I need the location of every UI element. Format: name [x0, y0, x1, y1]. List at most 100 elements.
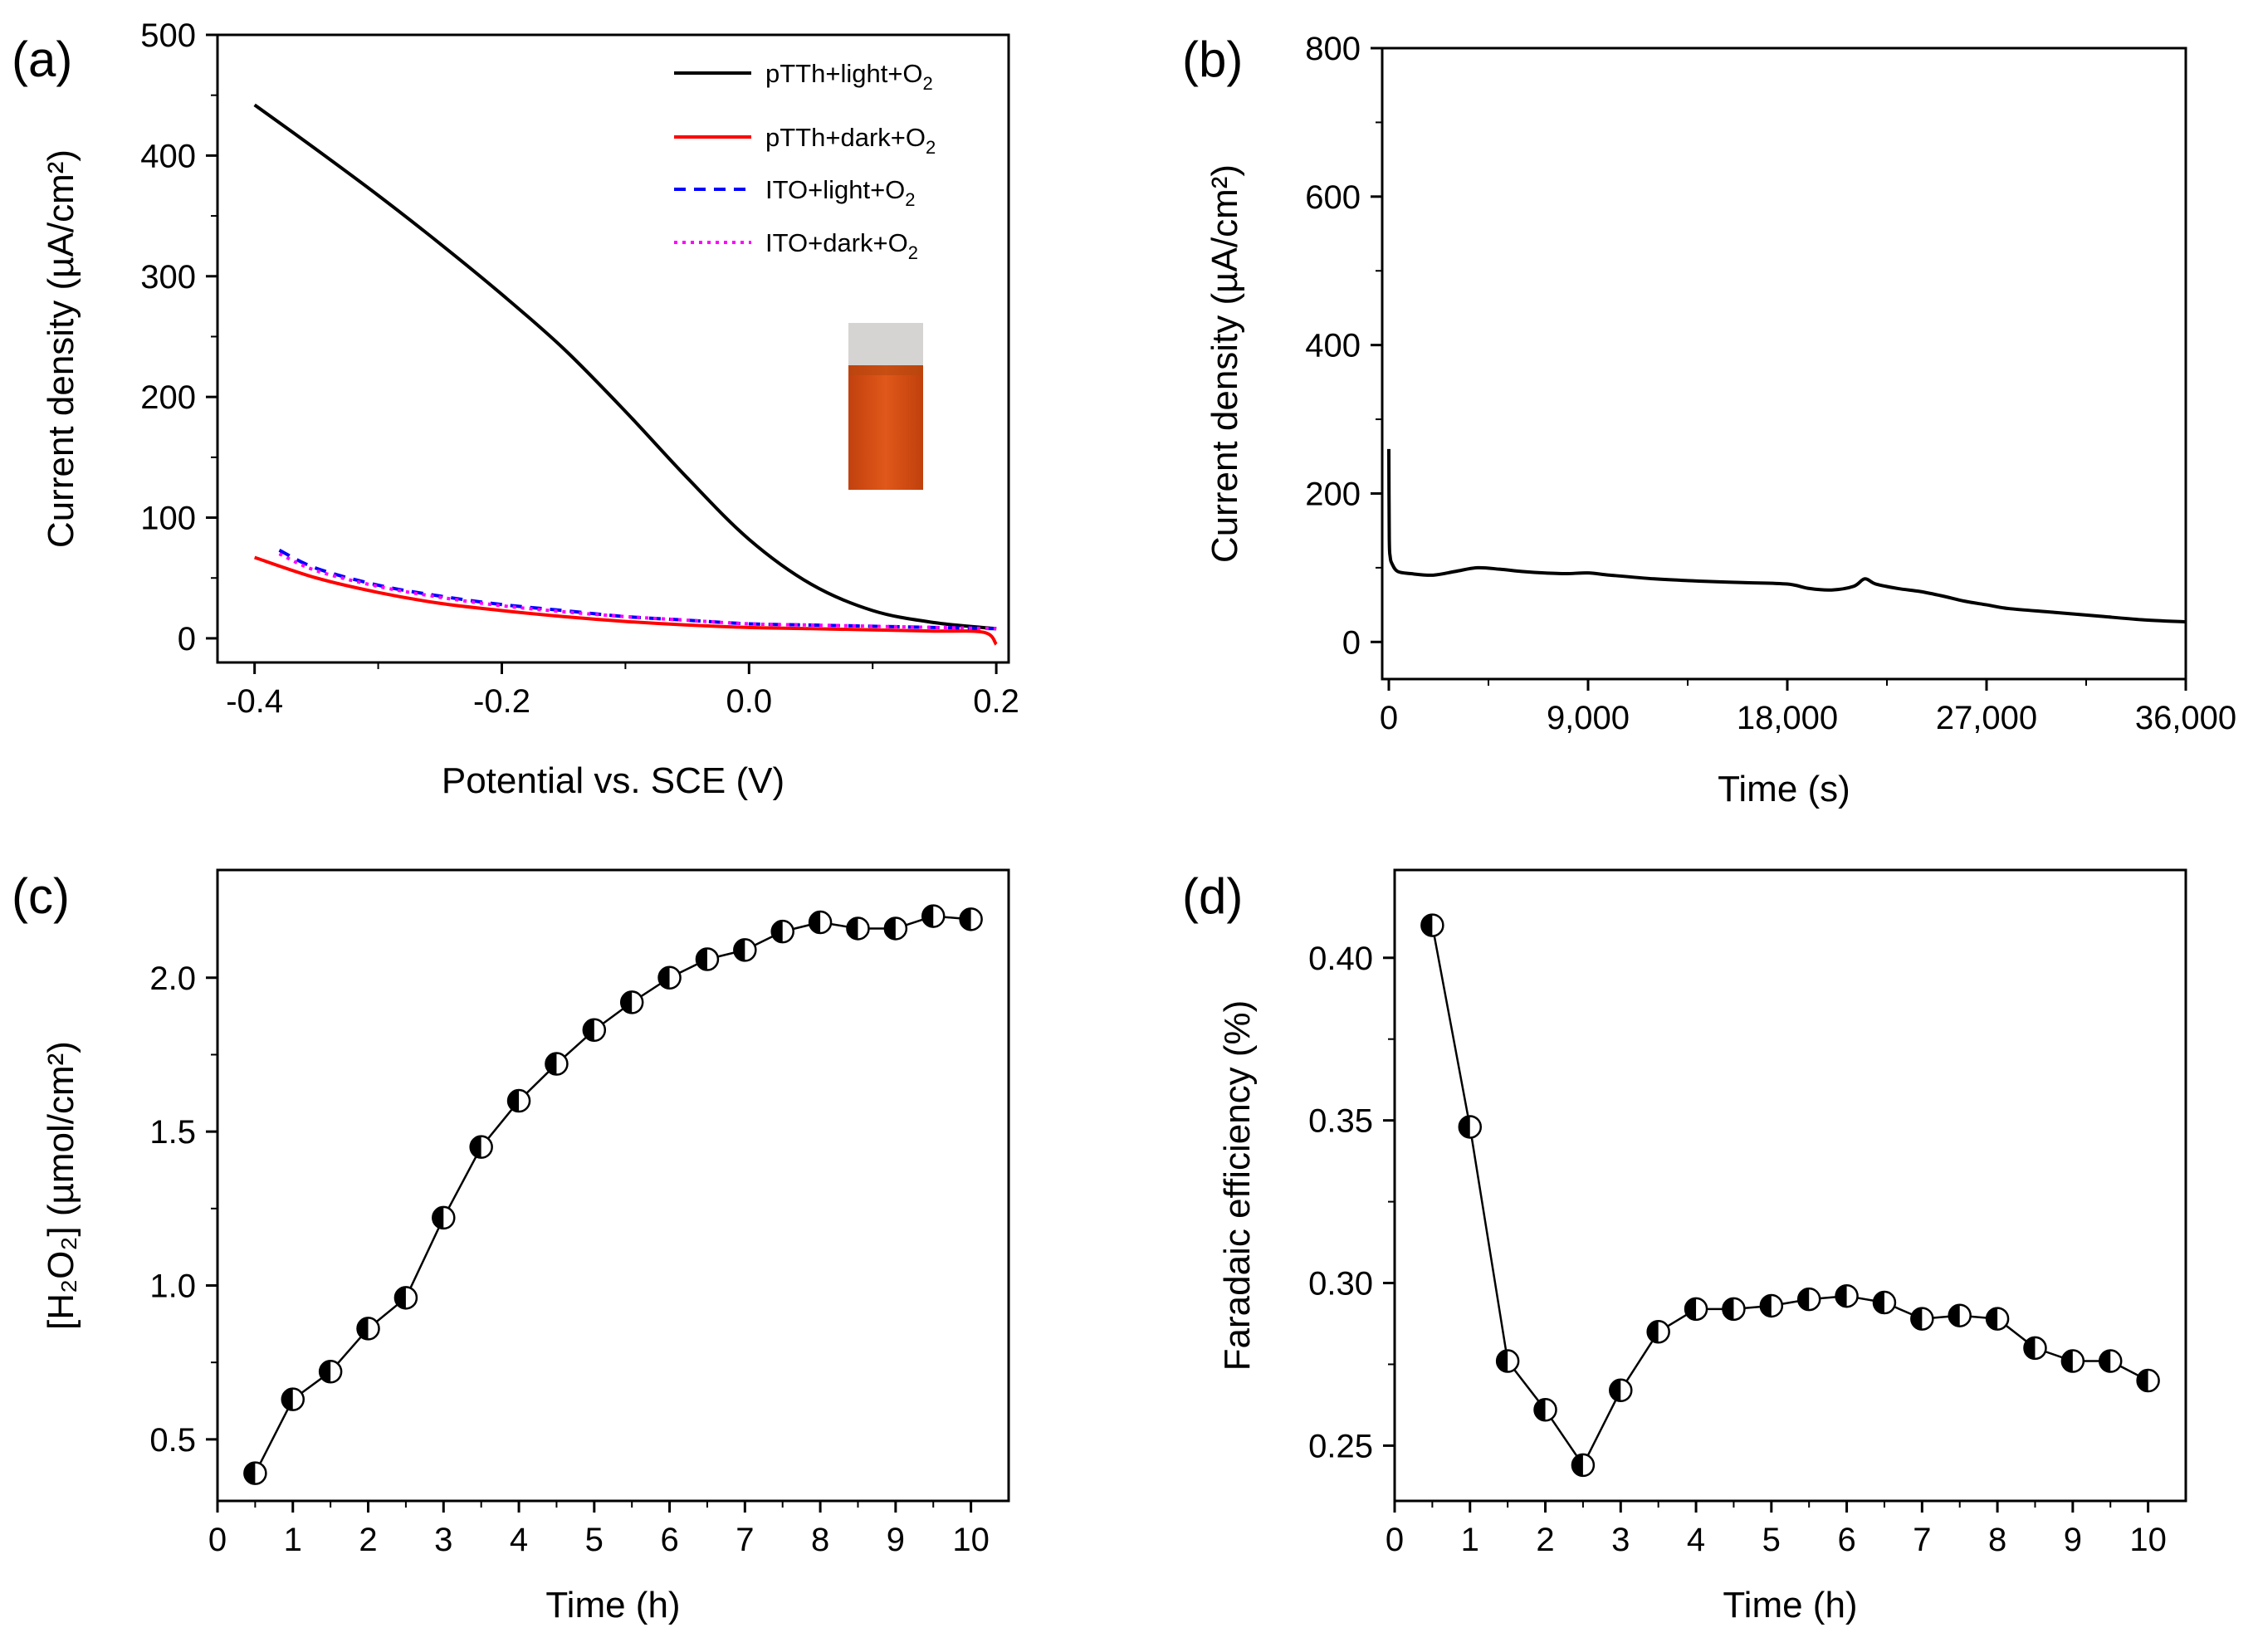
y-tick-label: 0.40	[1308, 941, 1373, 977]
data-point-half	[884, 917, 896, 940]
data-point	[1872, 1290, 1897, 1315]
data-point-half	[281, 1388, 293, 1410]
x-tick-label: 9,000	[1547, 700, 1630, 736]
data-point	[318, 1360, 343, 1384]
data-point-half	[1459, 1116, 1470, 1138]
data-point	[2060, 1349, 2085, 1373]
x-axis-title: Potential vs. SCE (V)	[442, 760, 784, 801]
data-point	[1495, 1349, 1520, 1373]
data-point	[846, 916, 870, 941]
data-point-half	[244, 1462, 256, 1484]
y-tick-label: 500	[140, 17, 196, 54]
data-point	[695, 947, 720, 971]
x-tick-label: 5	[585, 1522, 604, 1558]
data-point	[1684, 1297, 1708, 1322]
data-point-half	[847, 917, 858, 940]
y-tick-label: 0	[1342, 624, 1361, 661]
y-tick-label: 400	[140, 138, 196, 174]
data-point-half	[2137, 1370, 2148, 1392]
plot-area	[1431, 925, 2149, 1467]
panel-letter: (a)	[12, 32, 72, 87]
x-tick-label: 10	[2129, 1522, 2167, 1558]
data-point-half	[508, 1090, 520, 1112]
series-line-0	[253, 103, 997, 631]
data-point-half	[1911, 1307, 1923, 1330]
data-point	[733, 938, 757, 962]
x-tick-label: 7	[736, 1522, 754, 1558]
y-tick-label: 200	[1305, 476, 1361, 512]
x-tick-label: 4	[1687, 1522, 1705, 1558]
x-tick-label: 2	[1536, 1522, 1554, 1558]
data-point	[619, 990, 644, 1014]
data-point	[2136, 1368, 2160, 1393]
data-point	[243, 1461, 267, 1485]
legend-label-2: ITO+light+O2	[765, 175, 916, 210]
data-point-half	[470, 1136, 481, 1158]
panel-a: -0.4 -0.2 0.0 0.2 0 100 200 300 400 500 (a) Potenti…	[12, 17, 1019, 801]
data-point	[469, 1135, 493, 1159]
panel-letter: (b)	[1182, 32, 1243, 87]
x-tick-label: 6	[660, 1522, 678, 1558]
panel-letter: (c)	[12, 868, 70, 924]
y-tick-label: 1.5	[149, 1114, 196, 1151]
data-point	[1948, 1303, 1972, 1327]
series-line-0	[254, 915, 971, 1474]
data-point-half	[433, 1206, 444, 1229]
plot-area	[254, 915, 971, 1474]
x-tick-label: 4	[510, 1522, 528, 1558]
x-tick-label: 18,000	[1737, 700, 1838, 736]
vial-liquid	[848, 365, 923, 490]
x-tick-label: 3	[434, 1522, 452, 1558]
data-point-half	[1873, 1292, 1884, 1314]
y-tick-label: 0	[178, 621, 196, 657]
y-tick-label: 0.30	[1308, 1266, 1373, 1303]
x-tick-label: 1	[284, 1522, 302, 1558]
plot-area	[253, 103, 998, 646]
data-point-half	[1421, 914, 1433, 936]
x-tick-label: 3	[1611, 1522, 1630, 1558]
data-point	[1910, 1307, 1934, 1331]
legend-label-1: pTTh+dark+O2	[765, 123, 936, 158]
data-point-half	[1497, 1350, 1508, 1372]
series-line-0	[1431, 925, 2149, 1467]
data-point-half	[1534, 1399, 1546, 1421]
data-point	[281, 1387, 305, 1411]
data-point-half	[1571, 1454, 1583, 1476]
panel-b: 0 9,000 18,000 27,000 36,000 0 200 400 600 800 (b)…	[1182, 31, 2236, 809]
data-point-half	[394, 1287, 406, 1309]
y-tick-label: 0.25	[1308, 1428, 1373, 1464]
data-point-half	[545, 1053, 557, 1075]
x-tick-label: -0.4	[226, 683, 283, 720]
data-point	[1458, 1115, 1483, 1139]
data-point	[883, 916, 908, 941]
x-tick-label: 0	[1380, 700, 1398, 736]
y-axis-title: [H₂O₂] (µmol/cm²)	[41, 1041, 81, 1330]
data-point-half	[1723, 1298, 1734, 1320]
x-tick-label: 1	[1461, 1522, 1479, 1558]
data-point-half	[696, 948, 707, 970]
plot-frame	[216, 33, 1010, 664]
panel-c: 0 1 2 3 4 5 6 7 8 9 10 0.5 1.0 1.5 2.0 (c) Time (h) [H₂O₂…	[12, 868, 1010, 1625]
data-point-half	[1610, 1379, 1621, 1401]
y-tick-label: 2.0	[149, 960, 196, 997]
x-tick-label: 8	[1988, 1522, 2006, 1558]
vial-top	[848, 323, 923, 368]
data-point	[1985, 1307, 2010, 1331]
data-point	[2023, 1336, 2047, 1361]
x-tick-label: 10	[952, 1522, 990, 1558]
x-axis-title: Time (h)	[545, 1585, 680, 1625]
data-point-half	[1987, 1307, 1998, 1330]
data-point-half	[922, 905, 934, 927]
x-tick-label: 0.2	[973, 683, 1019, 720]
data-point-half	[658, 966, 670, 989]
x-tick-label: 5	[1762, 1522, 1781, 1558]
data-point	[545, 1052, 569, 1076]
plot-area	[1387, 448, 2186, 624]
data-point-half	[809, 912, 821, 934]
data-point	[356, 1317, 380, 1341]
data-point	[582, 1018, 607, 1043]
series-line-2	[278, 548, 997, 631]
vial-meniscus	[848, 365, 923, 375]
data-point-half	[2061, 1350, 2073, 1372]
x-tick-label: -0.2	[473, 683, 530, 720]
